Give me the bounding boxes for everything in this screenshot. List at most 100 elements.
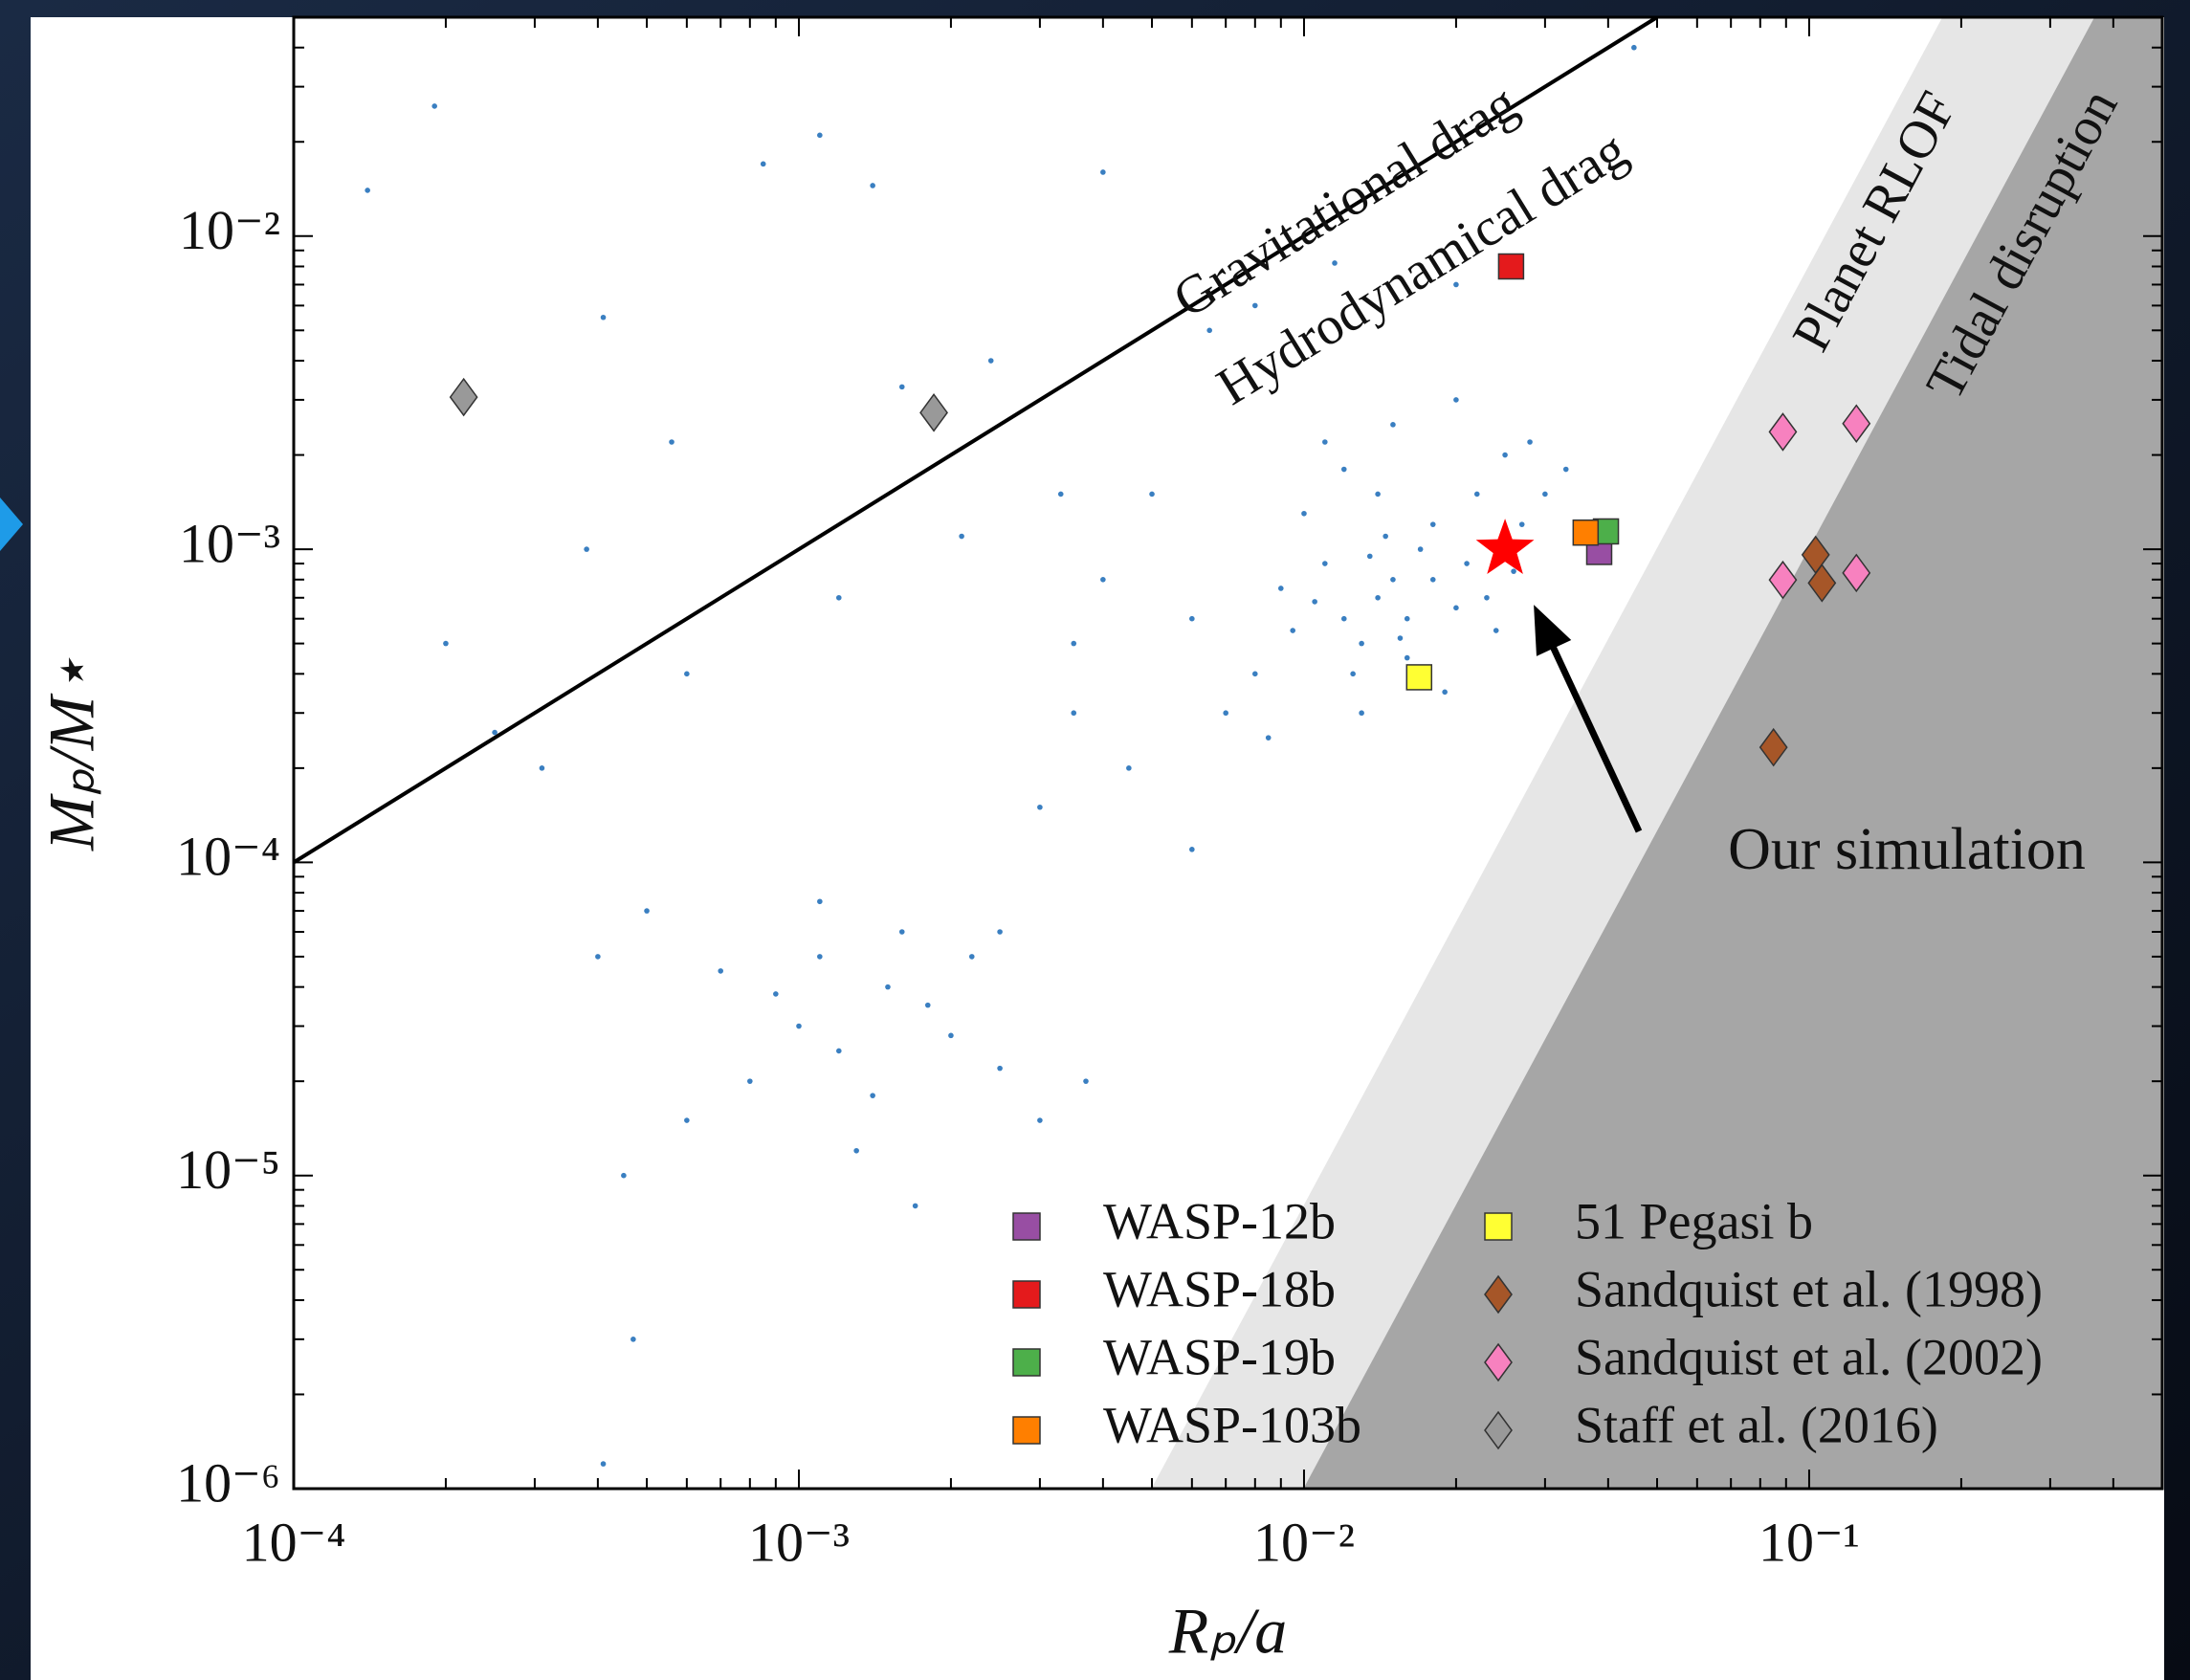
population-point (853, 1147, 859, 1154)
planet-marker (449, 377, 478, 417)
population-point (1083, 1078, 1089, 1084)
population-point (1473, 491, 1480, 497)
population-point (1542, 491, 1548, 497)
legend-label: Sandquist et al. (2002) (1575, 1328, 2043, 1385)
y-tick-label: 10⁻⁴ (176, 826, 280, 888)
x-tick-label: 10⁻¹ (1759, 1511, 1860, 1573)
population-point (997, 1065, 1003, 1072)
planet-marker (1759, 727, 1788, 767)
population-point (718, 968, 723, 974)
population-point (1037, 804, 1043, 810)
population-point (600, 1461, 607, 1467)
population-point (1404, 654, 1410, 661)
population-point (443, 640, 449, 647)
annotation-text: Our simulation (1728, 817, 2086, 882)
population-point (595, 954, 601, 960)
legend-swatch (1012, 1348, 1041, 1377)
population-point (1390, 422, 1396, 428)
legend-swatch (1012, 1280, 1041, 1309)
population-point (539, 765, 545, 771)
legend-swatch (1484, 1410, 1513, 1450)
population-point (1071, 710, 1077, 717)
decor-triangle (0, 497, 23, 551)
plot-frame (292, 15, 2164, 1491)
population-point (870, 183, 875, 188)
population-point (1511, 568, 1516, 574)
population-point (1375, 594, 1381, 601)
legend-label: 51 Pegasi b (1575, 1192, 1813, 1249)
population-point (1366, 553, 1373, 560)
population-point (1252, 302, 1258, 309)
population-point (1390, 577, 1396, 583)
legend-label: WASP-19b (1103, 1328, 1336, 1385)
planet-marker (1807, 564, 1837, 603)
drag-line (294, 17, 1659, 865)
population-point (1206, 327, 1212, 334)
population-point (773, 991, 779, 997)
x-tick-label: 10⁻³ (748, 1511, 850, 1573)
population-point (1189, 847, 1195, 852)
legend-swatch (1484, 1212, 1513, 1241)
population-point (365, 188, 370, 193)
population-point (817, 132, 823, 139)
population-point (1071, 640, 1077, 647)
population-point (1312, 599, 1317, 605)
simulation-star (1475, 519, 1535, 574)
y-tick-label: 10⁻⁶ (176, 1451, 280, 1514)
population-point (630, 1337, 636, 1342)
population-point (817, 898, 823, 905)
planet-marker (919, 393, 948, 432)
population-point (1189, 615, 1195, 622)
population-point (760, 161, 766, 167)
population-point (959, 533, 964, 540)
population-point (987, 358, 994, 364)
population-point (1429, 577, 1436, 583)
population-point (1100, 577, 1106, 583)
legend-label: Sandquist et al. (1998) (1575, 1260, 2043, 1317)
population-point (1359, 640, 1364, 647)
annotation-arrow (1537, 620, 1643, 833)
population-point (1631, 44, 1637, 51)
population-point (431, 103, 437, 109)
region-boundary (1151, 17, 1944, 1489)
population-point (1332, 260, 1338, 266)
population-point (1252, 671, 1258, 677)
population-point (1057, 491, 1064, 497)
population-point (924, 1002, 931, 1008)
population-point (997, 929, 1003, 935)
population-point (796, 1023, 802, 1029)
population-point (1340, 615, 1347, 622)
population-point (817, 954, 823, 960)
y-axis-label: Mₚ/M⋆ (35, 655, 108, 851)
population-point (644, 908, 650, 914)
legend: WASP-12b WASP-18b WASP-19b WASP-103b 51 Pega… (1012, 1192, 2043, 1453)
population-point (898, 929, 905, 935)
population-point (1340, 466, 1347, 473)
population-point (1149, 491, 1155, 497)
population-point (1417, 546, 1424, 552)
planet-marker (1497, 253, 1525, 280)
population-point (1290, 628, 1296, 633)
annotation-arrowhead (1534, 605, 1572, 656)
planet-marker (1768, 412, 1798, 452)
planet-marker (1572, 519, 1600, 546)
population-point (968, 954, 975, 960)
population-point (1126, 765, 1132, 771)
legend-label: WASP-103b (1103, 1396, 1361, 1453)
population-point (684, 1117, 690, 1123)
planet-marker (1768, 560, 1798, 600)
legend-swatch (1484, 1274, 1513, 1315)
legend-label: WASP-12b (1103, 1192, 1336, 1249)
legend-swatch (1484, 1342, 1513, 1382)
population-point (1301, 510, 1307, 517)
population-point (1322, 439, 1328, 445)
population-point (1562, 466, 1569, 473)
population-point (1429, 521, 1436, 527)
plot-area (294, 17, 2162, 1489)
population-point (1502, 452, 1508, 458)
population-point (1464, 561, 1470, 566)
planet-marker (1842, 553, 1871, 593)
legend-label: WASP-18b (1103, 1260, 1336, 1317)
population-point (747, 1078, 753, 1084)
